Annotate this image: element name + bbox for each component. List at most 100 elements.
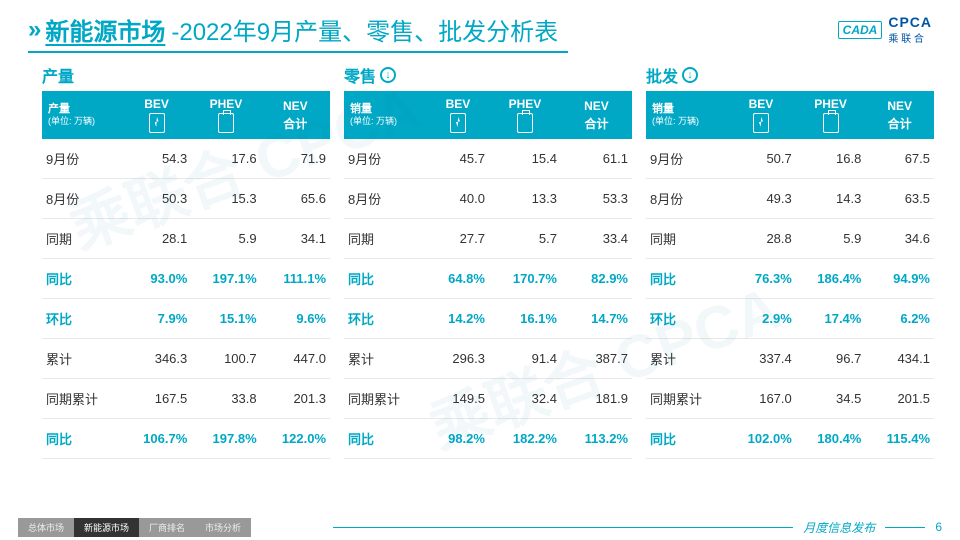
table-row: 8月份49.314.363.5 — [646, 179, 934, 219]
table-row: 同期累计149.532.4181.9 — [344, 379, 632, 419]
table-row: 同比98.2%182.2%113.2% — [344, 419, 632, 459]
cell: 14.3 — [796, 179, 866, 219]
cell: 111.1% — [261, 259, 330, 299]
cell: 94.9% — [865, 259, 934, 299]
table-row: 8月份50.315.365.6 — [42, 179, 330, 219]
col-header-nev: NEV合计 — [261, 91, 330, 139]
table-row: 同比76.3%186.4%94.9% — [646, 259, 934, 299]
footer-tab[interactable]: 厂商排名 — [139, 518, 195, 537]
table-row: 9月份54.317.671.9 — [42, 139, 330, 179]
chevron-icon: » — [28, 16, 33, 44]
data-table: 销量(单位: 万辆)BEVPHEVNEV合计9月份45.715.461.18月份… — [344, 91, 632, 459]
cell: 337.4 — [726, 339, 796, 379]
row-label: 同比 — [42, 419, 122, 459]
table-row: 累计346.3100.7447.0 — [42, 339, 330, 379]
table-row: 环比2.9%17.4%6.2% — [646, 299, 934, 339]
table-row: 同期27.75.733.4 — [344, 219, 632, 259]
row-label: 9月份 — [42, 139, 122, 179]
cell: 33.8 — [191, 379, 260, 419]
cell: 28.1 — [122, 219, 191, 259]
panel-title: 零售↓ — [344, 63, 632, 87]
cell: 102.0% — [726, 419, 796, 459]
corner-header: 产量(单位: 万辆) — [42, 91, 122, 139]
cell: 15.1% — [191, 299, 260, 339]
panel: 产量产量(单位: 万辆)BEVPHEVNEV合计9月份54.317.671.98… — [42, 63, 330, 459]
cell: 45.7 — [427, 139, 489, 179]
col-header-phev: PHEV — [489, 91, 561, 139]
table-row: 同比93.0%197.1%111.1% — [42, 259, 330, 299]
cell: 186.4% — [796, 259, 866, 299]
cell: 50.3 — [122, 179, 191, 219]
table-row: 同期累计167.533.8201.3 — [42, 379, 330, 419]
row-label: 同比 — [344, 259, 427, 299]
data-table: 销量(单位: 万辆)BEVPHEVNEV合计9月份50.716.867.58月份… — [646, 91, 934, 459]
footer-line — [333, 527, 793, 528]
cell: 34.6 — [865, 219, 934, 259]
logo-box: CADA CPCA 乘 联 合 — [838, 14, 932, 45]
cell: 40.0 — [427, 179, 489, 219]
row-label: 同期累计 — [646, 379, 726, 419]
table-row: 累计337.496.7434.1 — [646, 339, 934, 379]
phev-icon — [218, 113, 234, 133]
col-header-phev: PHEV — [191, 91, 260, 139]
cell: 106.7% — [122, 419, 191, 459]
cell: 201.5 — [865, 379, 934, 419]
row-label: 同期累计 — [42, 379, 122, 419]
cell: 201.3 — [261, 379, 330, 419]
content: 产量产量(单位: 万辆)BEVPHEVNEV合计9月份54.317.671.98… — [0, 53, 960, 459]
cell: 2.9% — [726, 299, 796, 339]
cada-logo: CADA — [838, 21, 883, 39]
cell: 16.8 — [796, 139, 866, 179]
cell: 197.8% — [191, 419, 260, 459]
cell: 346.3 — [122, 339, 191, 379]
table-row: 环比14.2%16.1%14.7% — [344, 299, 632, 339]
row-label: 环比 — [646, 299, 726, 339]
row-label: 同比 — [344, 419, 427, 459]
corner-header: 销量(单位: 万辆) — [344, 91, 427, 139]
cell: 17.6 — [191, 139, 260, 179]
header: » 新能源市场 -2022年9月产量、零售、批发分析表 CADA CPCA 乘 … — [0, 0, 960, 51]
data-table: 产量(单位: 万辆)BEVPHEVNEV合计9月份54.317.671.98月份… — [42, 91, 330, 459]
cell: 149.5 — [427, 379, 489, 419]
cell: 14.7% — [561, 299, 632, 339]
row-label: 9月份 — [646, 139, 726, 179]
footer-tab[interactable]: 市场分析 — [195, 518, 251, 537]
cell: 15.3 — [191, 179, 260, 219]
table-row: 同期28.15.934.1 — [42, 219, 330, 259]
page-title-sub: -2022年9月产量、零售、批发分析表 — [171, 12, 558, 47]
row-label: 累计 — [42, 339, 122, 379]
row-label: 同期 — [646, 219, 726, 259]
bev-icon — [753, 113, 769, 133]
footer-tab[interactable]: 新能源市场 — [74, 518, 139, 537]
cell: 32.4 — [489, 379, 561, 419]
cell: 296.3 — [427, 339, 489, 379]
cell: 180.4% — [796, 419, 866, 459]
corner-header: 销量(单位: 万辆) — [646, 91, 726, 139]
panel-title: 批发↓ — [646, 63, 934, 87]
cell: 387.7 — [561, 339, 632, 379]
cell: 5.9 — [191, 219, 260, 259]
table-row: 同期28.85.934.6 — [646, 219, 934, 259]
footer-tabs: 总体市场新能源市场厂商排名市场分析 — [18, 518, 251, 537]
cell: 71.9 — [261, 139, 330, 179]
cell: 91.4 — [489, 339, 561, 379]
row-label: 同比 — [42, 259, 122, 299]
title-wrap: » 新能源市场 -2022年9月产量、零售、批发分析表 — [28, 12, 558, 47]
cell: 96.7 — [796, 339, 866, 379]
footer-tab[interactable]: 总体市场 — [18, 518, 74, 537]
row-label: 9月份 — [344, 139, 427, 179]
table-row: 环比7.9%15.1%9.6% — [42, 299, 330, 339]
cell: 54.3 — [122, 139, 191, 179]
cell: 17.4% — [796, 299, 866, 339]
page-number: 6 — [935, 520, 942, 534]
footer-label: 月度信息发布 — [803, 519, 875, 536]
row-label: 8月份 — [344, 179, 427, 219]
cell: 447.0 — [261, 339, 330, 379]
cell: 93.0% — [122, 259, 191, 299]
col-header-bev: BEV — [726, 91, 796, 139]
bev-icon — [149, 113, 165, 133]
row-label: 累计 — [646, 339, 726, 379]
row-label: 环比 — [344, 299, 427, 339]
footer: 总体市场新能源市场厂商排名市场分析 月度信息发布 6 — [0, 514, 960, 540]
panel: 零售↓ 销量(单位: 万辆)BEVPHEVNEV合计9月份45.715.461.1… — [344, 63, 632, 459]
